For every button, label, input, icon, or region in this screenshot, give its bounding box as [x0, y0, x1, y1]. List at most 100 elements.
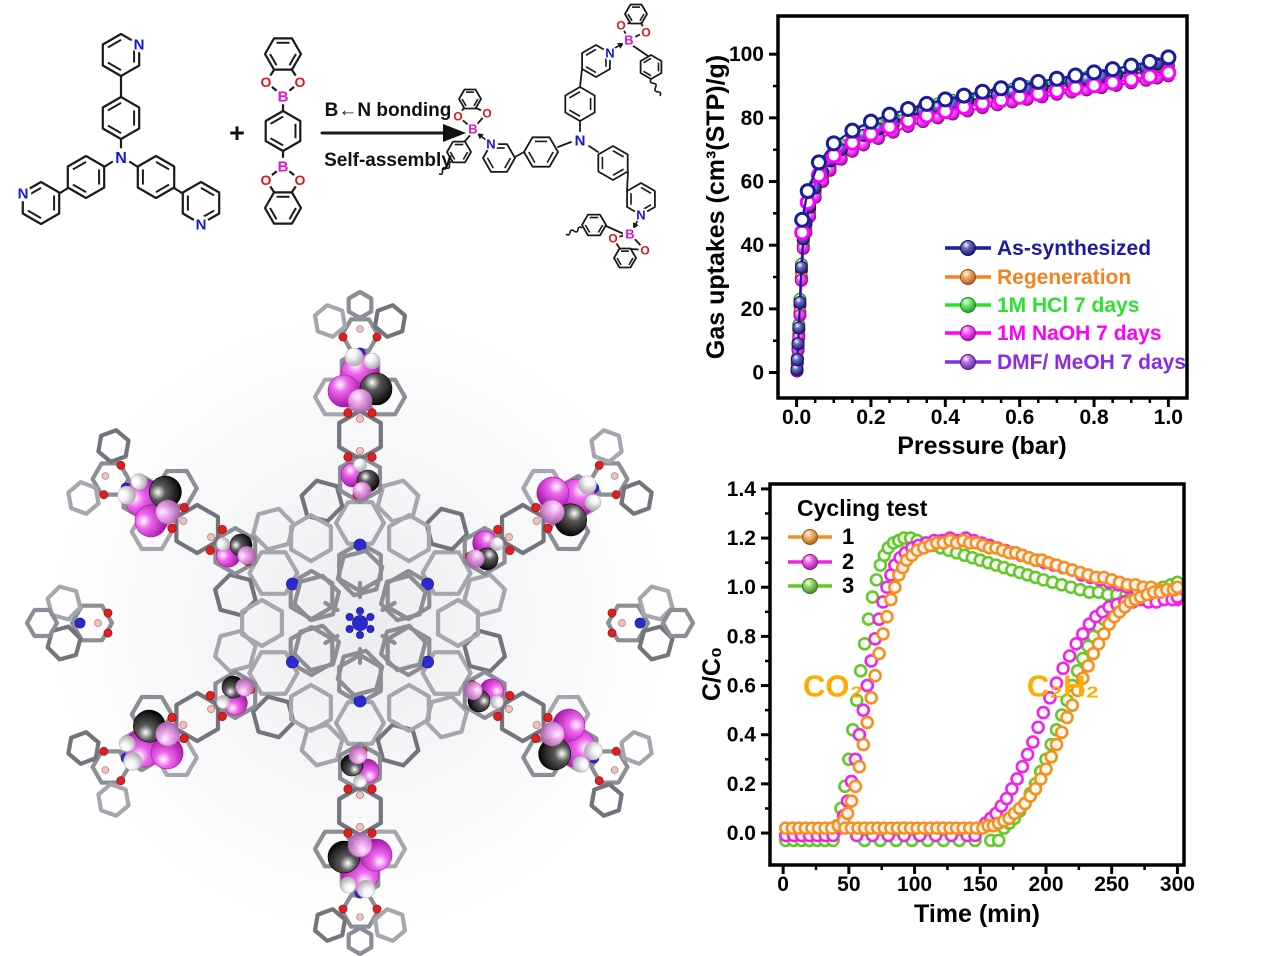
svg-text:0.6: 0.6 [727, 675, 756, 698]
svg-text:3: 3 [842, 573, 854, 598]
series-1 [778, 533, 1185, 835]
svg-text:1.0: 1.0 [727, 576, 756, 599]
svg-text:N: N [196, 216, 207, 233]
gas-uptake-isotherm-chart: 0.0 0.2 0.4 0.6 0.8 1.0 0 20 40 60 80 100 As-synthes… [702, 14, 1189, 460]
legend-item-3: 3 [788, 573, 854, 598]
crystal-wing [605, 584, 696, 662]
svg-text:0.4: 0.4 [931, 406, 961, 429]
legend-item-1m-hcl-7-days: 1M HCl 7 days [945, 294, 1139, 317]
annotation-c-h: C₂H₂ [1027, 669, 1099, 704]
svg-text:As-synthesized: As-synthesized [997, 237, 1151, 260]
svg-text:O: O [295, 74, 306, 90]
svg-text:20: 20 [741, 298, 764, 321]
bn-bonding-label: B←N bonding [325, 100, 452, 121]
axis-ticks: 0 50 100 150 200 250 300 0.0 0.2 0.4 0.6 0.8 1.0 1.2 1… [727, 478, 1195, 896]
y-axis-label: Gas uptakes (cm³(STP)/g) [702, 55, 730, 359]
reaction-arrow [320, 124, 466, 142]
svg-text:40: 40 [741, 234, 764, 257]
svg-text:1: 1 [842, 524, 854, 549]
svg-text:B: B [278, 158, 289, 175]
legend-item-1m-naoh-7-days: 1M NaOH 7 days [945, 322, 1162, 345]
svg-text:1.2: 1.2 [727, 527, 756, 550]
svg-text:B: B [624, 33, 633, 48]
crystal-root [24, 290, 696, 956]
svg-text:0.2: 0.2 [727, 773, 756, 796]
svg-text:60: 60 [741, 171, 764, 194]
svg-text:O: O [640, 243, 649, 257]
legend-item-as-synthesized: As-synthesized [945, 237, 1151, 260]
svg-text:N: N [115, 150, 127, 167]
svg-text:1.4: 1.4 [727, 478, 757, 501]
legend: As-synthesized Regeneration 1M HCl 7 days 1… [945, 237, 1186, 374]
svg-text:B: B [468, 122, 477, 137]
reactant-triarylamine: N N N N [14, 32, 221, 233]
svg-text:100: 100 [897, 873, 932, 896]
guest-molecule-cluster [117, 473, 256, 568]
svg-text:50: 50 [837, 873, 860, 896]
guest-molecule-cluster [118, 675, 254, 771]
svg-text:100: 100 [729, 43, 764, 66]
x-axis-label: Pressure (bar) [897, 432, 1067, 460]
svg-text:O: O [616, 18, 625, 32]
svg-text:0: 0 [752, 362, 764, 385]
svg-text:O: O [453, 109, 462, 123]
axis-ticks: 0.0 0.2 0.4 0.6 0.8 1.0 0 20 40 60 80 100 [729, 43, 1183, 429]
svg-text:2: 2 [842, 549, 854, 574]
svg-text:0.0: 0.0 [727, 822, 756, 845]
svg-text:N: N [575, 132, 586, 149]
svg-text:N: N [134, 36, 145, 53]
svg-text:0.4: 0.4 [727, 724, 757, 747]
svg-text:O: O [261, 172, 272, 188]
crystal-structure-image [24, 290, 696, 956]
svg-text:N: N [636, 208, 645, 223]
svg-text:80: 80 [741, 107, 764, 130]
legend-item-1: 1 [788, 524, 854, 549]
series-as-synthesized-desorption [794, 49, 1177, 228]
breakthrough-cycling-chart: 0 50 100 150 200 250 300 0.0 0.2 0.4 0.6 0.8 1.0 1.2 1… [700, 478, 1195, 928]
svg-text:0.6: 0.6 [1005, 406, 1034, 429]
legend-item-2: 2 [788, 549, 854, 574]
reactant-diboronate: BBO OO O [258, 37, 308, 225]
svg-text:N: N [18, 185, 29, 202]
svg-text:0.8: 0.8 [727, 625, 757, 648]
svg-text:300: 300 [1160, 873, 1195, 896]
crystal-center [239, 490, 481, 756]
svg-text:O: O [261, 74, 272, 90]
self-assembly-label: Self-assembly [324, 150, 452, 171]
guest-molecule-cluster [464, 678, 603, 773]
svg-text:B: B [625, 227, 634, 242]
svg-text:1M HCl 7 days: 1M HCl 7 days [997, 294, 1139, 317]
guest-molecule-cluster [327, 745, 393, 899]
svg-text:150: 150 [963, 873, 998, 896]
svg-text:N: N [605, 46, 614, 61]
plus-sign: + [229, 118, 245, 148]
svg-text:250: 250 [1094, 873, 1129, 896]
svg-text:200: 200 [1028, 873, 1063, 896]
svg-text:0.2: 0.2 [856, 406, 885, 429]
x-axis-label: Time (min) [914, 900, 1040, 928]
guest-molecule-cluster [327, 347, 393, 501]
svg-text:O: O [295, 172, 306, 188]
svg-text:N: N [486, 137, 495, 152]
svg-text:DMF/ MeOH 7 days: DMF/ MeOH 7 days [997, 351, 1186, 374]
legend: Cycling test 123 [788, 495, 928, 598]
svg-text:0.8: 0.8 [1079, 406, 1109, 429]
svg-text:B: B [278, 88, 289, 105]
svg-text:O: O [608, 231, 617, 245]
svg-text:0.0: 0.0 [782, 406, 811, 429]
y-axis-label: C/C₀ [700, 647, 726, 701]
legend-item-dmf-meoh-7-days: DMF/ MeOH 7 days [945, 351, 1186, 374]
svg-text:O: O [641, 25, 650, 39]
svg-text:0: 0 [777, 873, 789, 896]
svg-text:Cycling test: Cycling test [797, 495, 928, 521]
svg-text:O: O [482, 106, 491, 120]
guest-molecule-cluster [466, 475, 602, 571]
svg-text:1M NaOH 7 days: 1M NaOH 7 days [997, 322, 1162, 345]
svg-text:1.0: 1.0 [1154, 406, 1183, 429]
svg-text:Regeneration: Regeneration [997, 266, 1131, 289]
annotation-co: CO₂ [803, 669, 863, 704]
